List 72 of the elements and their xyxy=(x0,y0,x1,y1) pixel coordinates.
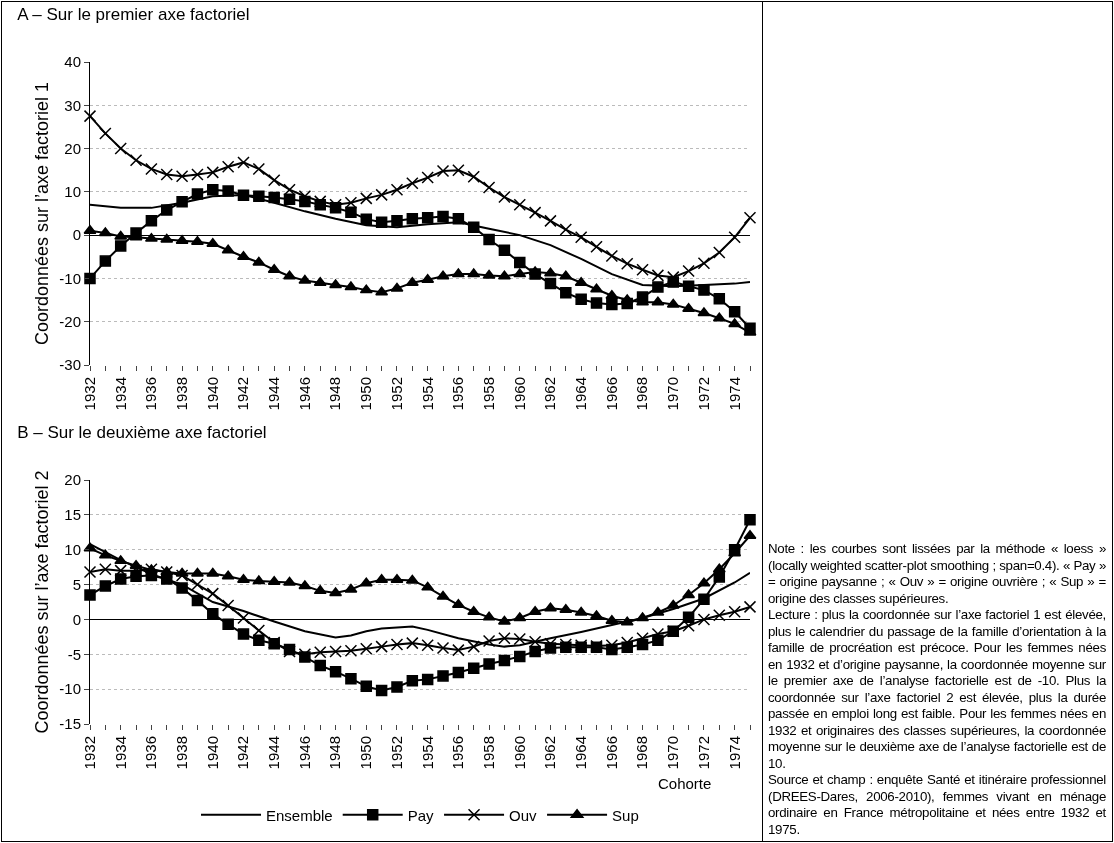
x-tick-label: 1964 xyxy=(572,377,590,411)
x-tick-label: 1938 xyxy=(172,377,190,411)
x-tick-label: 1968 xyxy=(633,377,651,411)
x-tick-label: 1938 xyxy=(172,736,190,770)
y-axis-title: Coordonnées sur l’axe factoriel 1 xyxy=(31,81,52,346)
x-tick-label: 1962 xyxy=(541,736,559,770)
x-tick-label: 1934 xyxy=(111,377,129,411)
y-tick-label: -30 xyxy=(59,356,81,374)
x-tick-label: 1958 xyxy=(479,377,497,411)
y-tick-label: 5 xyxy=(72,575,81,593)
x-tick-label: 1968 xyxy=(633,736,651,770)
x-tick-label: 1940 xyxy=(203,736,221,770)
x-tick-label: 1948 xyxy=(326,736,344,770)
x-tick-label: 1960 xyxy=(510,377,528,411)
x-tick-label: 1974 xyxy=(725,377,743,411)
x-tick-label: 1942 xyxy=(234,736,252,770)
x-tick-label: 1956 xyxy=(449,377,467,411)
x-tick-label: 1934 xyxy=(111,736,129,770)
legend-label: Ouv xyxy=(509,806,538,824)
x-tick-label: 1960 xyxy=(510,736,528,770)
x-tick-label: 1944 xyxy=(265,377,283,411)
x-tick-label: 1952 xyxy=(387,377,405,411)
y-tick-label: -20 xyxy=(59,312,81,330)
x-tick-label: 1936 xyxy=(142,377,160,411)
x-tick-label: 1944 xyxy=(265,736,283,770)
legend-label: Ensemble xyxy=(266,806,333,824)
x-tick-label: 1966 xyxy=(602,377,620,411)
x-tick-label: 1954 xyxy=(418,377,436,411)
y-tick-label: 20 xyxy=(64,139,81,157)
y-tick-label: -5 xyxy=(67,645,81,663)
x-tick-label: 1970 xyxy=(664,377,682,411)
y-tick-label: -10 xyxy=(59,269,81,287)
x-tick-label: 1940 xyxy=(203,377,221,411)
x-tick-label: 1932 xyxy=(80,736,98,770)
y-tick-label: 10 xyxy=(64,540,81,558)
y-tick-label: 10 xyxy=(64,183,81,201)
chart-title: B – Sur le deuxième axe factoriel xyxy=(17,423,267,443)
x-tick-label: 1962 xyxy=(541,377,559,411)
x-tick-label: 1964 xyxy=(572,736,590,770)
source-note: Source et champ : enquête Santé et itinéraire professionnel (DREES-Dares, 2006-2010), femmes vivant en ménage ordinaire en France métropolitaine et nées entre 1932 et 1975. xyxy=(768,772,1106,838)
x-tick-label: 1952 xyxy=(387,736,405,770)
x-tick-label: 1948 xyxy=(326,377,344,411)
y-tick-label: -10 xyxy=(59,680,81,698)
legend-label: Sup xyxy=(612,806,639,824)
x-tick-label: 1970 xyxy=(664,736,682,770)
x-tick-label: 1942 xyxy=(234,377,252,411)
y-tick-label: 40 xyxy=(64,53,81,71)
x-tick-label: 1972 xyxy=(694,377,712,411)
text: Note : les courbes sont lissées par la méthode « loess » (locally weighted scatter-plot smoothing ; span=0.4). « Pay » = origine paysanne ; « Ouv » = origine ouvrière ; « Sup » = origine des classes supérieures. xyxy=(768,541,1106,607)
x-tick-label: 1936 xyxy=(142,736,160,770)
y-tick-label: 15 xyxy=(64,506,81,524)
x-tick-label: 1974 xyxy=(725,736,743,770)
chart-title: A – Sur le premier axe factoriel xyxy=(17,5,250,25)
legend-label: Pay xyxy=(407,806,435,824)
x-tick-label: 1946 xyxy=(295,736,313,770)
x-axis-title: Cohorte xyxy=(658,775,712,792)
y-tick-label: 0 xyxy=(72,226,81,244)
x-tick-label: 1956 xyxy=(449,736,467,770)
y-axis-title: Coordonnées sur l’axe factoriel 2 xyxy=(31,470,52,734)
x-tick-label: 1932 xyxy=(80,377,98,411)
x-tick-label: 1946 xyxy=(295,377,313,411)
x-tick-label: 1950 xyxy=(357,377,375,411)
x-tick-label: 1958 xyxy=(479,736,497,770)
text: Lecture : plus la coordonnée sur l’axe factoriel 1 est élevée, plus le calendrier du passage de la famille d’orientation à la famille de procréation est précoce. Pour les femmes nées en 1932 et d’origine paysanne, la coordonnée moyenne sur le premier axe de l’analyse factorielle est de -10. Plus la coordonnée sur l’axe factoriel 2 est élevée, plus la durée passée en emploi long est faible. Pour les femmes nées en 1932 et originaires des classes supérieures, la coordonnée moyenne sur le deuxième axe de l’analyse factorielle est de 10. xyxy=(768,607,1106,771)
y-tick-label: 20 xyxy=(64,471,81,489)
x-tick-label: 1972 xyxy=(694,736,712,770)
x-tick-label: 1950 xyxy=(357,736,375,770)
y-tick-label: 0 xyxy=(72,610,81,628)
x-tick-label: 1954 xyxy=(418,736,436,770)
x-tick-label: 1966 xyxy=(602,736,620,770)
y-tick-label: -15 xyxy=(59,715,81,733)
y-tick-label: 30 xyxy=(64,96,81,114)
